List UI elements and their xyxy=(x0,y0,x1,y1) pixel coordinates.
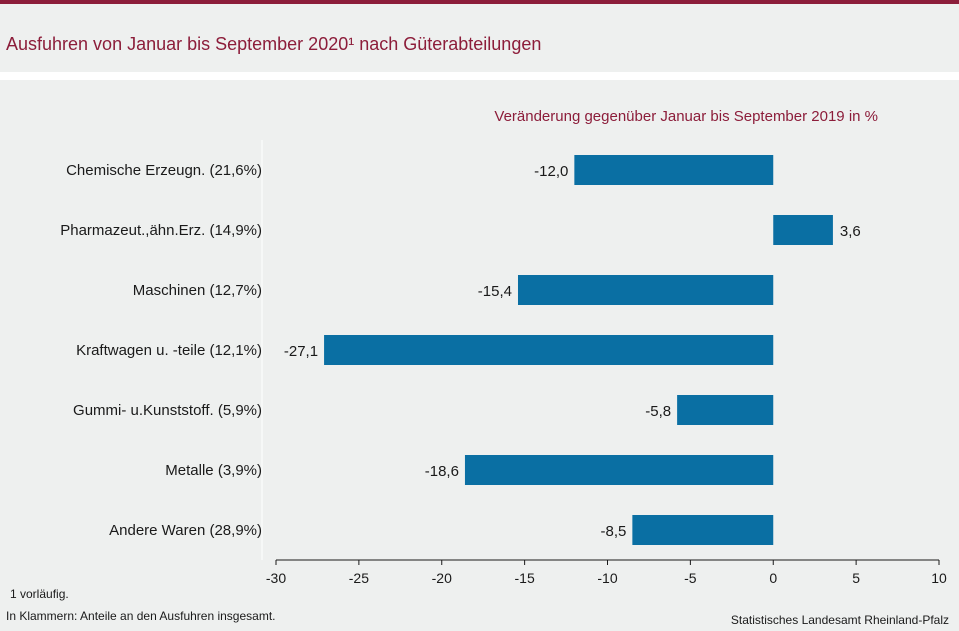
x-tick-label-0: -30 xyxy=(266,570,286,586)
x-tick-label-1: -25 xyxy=(349,570,369,586)
bar-2 xyxy=(517,275,774,305)
x-tick-label-4: -10 xyxy=(597,570,617,586)
x-tick-label-3: -15 xyxy=(515,570,535,586)
chart-title: Ausfuhren von Januar bis September 2020¹… xyxy=(6,34,542,54)
x-tick-label-7: 5 xyxy=(852,570,860,586)
bars-group: Chemische Erzeugn. (21,6%) -12,0 Pharmazeu… xyxy=(60,155,861,545)
category-label-0: Chemische Erzeugn. (21,6%) xyxy=(66,162,262,179)
bar-3 xyxy=(324,335,774,365)
value-label-3: -27,1 xyxy=(284,343,318,360)
bar-1 xyxy=(773,215,833,245)
title-bar: Ausfuhren von Januar bis September 2020¹… xyxy=(0,4,959,72)
bar-chart: Veränderung gegenüber Januar bis Septemb… xyxy=(60,108,947,586)
value-label-1: 3,6 xyxy=(840,223,861,240)
x-tick-label-5: -5 xyxy=(684,570,697,586)
value-label-6: -8,5 xyxy=(601,523,627,540)
value-label-2: -15,4 xyxy=(478,283,512,300)
chart-panel: Veränderung gegenüber Januar bis Septemb… xyxy=(0,80,959,631)
footnote-shares: In Klammern: Anteile an den Ausfuhren in… xyxy=(6,609,276,623)
bar-0 xyxy=(574,155,774,185)
value-label-4: -5,8 xyxy=(645,403,671,420)
chart-subtitle: Veränderung gegenüber Januar bis Septemb… xyxy=(494,108,878,125)
bar-4 xyxy=(677,395,774,425)
footnote-preliminary: 1 vorläufig. xyxy=(10,587,69,601)
value-label-0: -12,0 xyxy=(534,163,568,180)
x-tick-label-8: 10 xyxy=(931,570,947,586)
value-label-5: -18,6 xyxy=(425,463,459,480)
x-axis: -30 -25 -20 -15 -10 -5 0 5 10 xyxy=(261,140,947,586)
x-tick-label-2: -20 xyxy=(432,570,452,586)
source-credit: Statistisches Landesamt Rheinland-Pfalz xyxy=(730,613,949,627)
category-label-5: Metalle (3,9%) xyxy=(165,462,262,479)
bar-5 xyxy=(464,455,774,485)
x-tick-label-6: 0 xyxy=(769,570,777,586)
category-label-6: Andere Waren (28,9%) xyxy=(109,522,262,539)
category-label-1: Pharmazeut.,ähn.Erz. (14,9%) xyxy=(60,222,262,239)
bar-6 xyxy=(632,515,774,545)
top-rule xyxy=(0,0,959,4)
category-label-4: Gummi- u.Kunststoff. (5,9%) xyxy=(73,402,262,419)
category-label-3: Kraftwagen u. -teile (12,1%) xyxy=(76,342,262,359)
category-label-2: Maschinen (12,7%) xyxy=(133,282,262,299)
